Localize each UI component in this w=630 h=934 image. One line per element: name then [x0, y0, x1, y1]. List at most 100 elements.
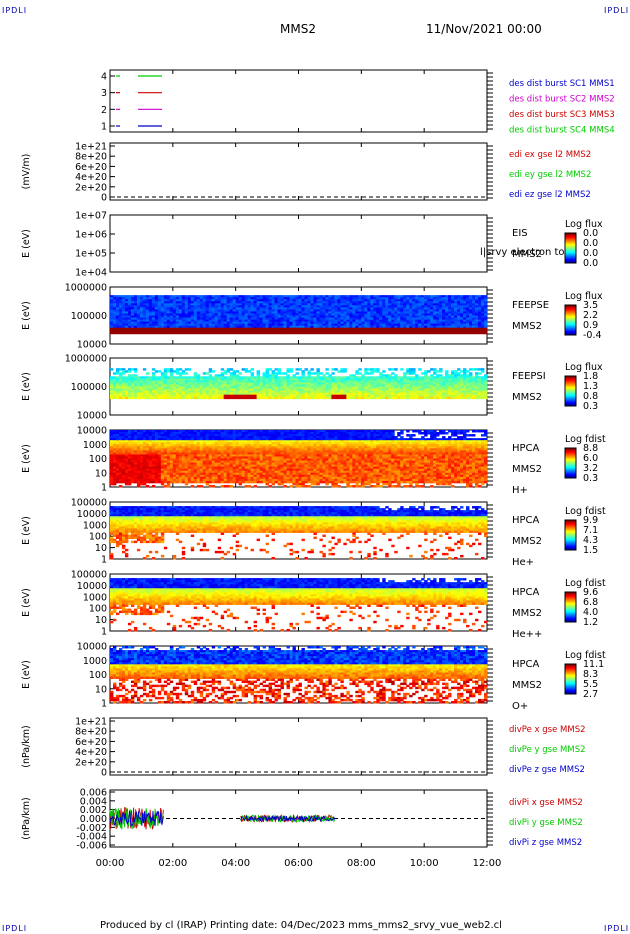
heatmap-cell-feepsi	[160, 388, 165, 391]
heatmap-cell-feepsi	[238, 388, 243, 391]
heatmap-cell-hpca_h	[127, 456, 132, 459]
heatmap-cell-feepsi	[370, 386, 374, 389]
heatmap-cell-feepse	[478, 323, 482, 327]
heatmap-cell-hpca_h	[112, 432, 117, 435]
heatmap-cell-feepse	[292, 305, 296, 308]
heatmap-cell-feepsi	[394, 390, 398, 394]
heatmap-cell-hpca_h	[121, 478, 126, 482]
heatmap-cell-feepse	[319, 317, 323, 320]
heatmap-cell-feepse	[250, 319, 255, 323]
heatmap-cell-feepsi	[388, 376, 392, 379]
heatmap-cell-feepsi	[247, 388, 252, 391]
heatmap-cell-feepse	[244, 299, 249, 302]
heatmap-cell-feepse	[166, 315, 171, 318]
heatmap-cell-feepse	[265, 313, 269, 316]
heatmap-cell-feepsi	[157, 370, 162, 373]
heatmap-cell-feepsi	[139, 396, 144, 400]
heatmap-cell-feepse	[229, 297, 234, 300]
heatmap-cell-feepse	[214, 323, 219, 327]
heatmap-cell-feepse	[421, 297, 425, 300]
heatmap-cell-feepsi	[463, 372, 467, 375]
heatmap-cell-feepse	[421, 315, 425, 318]
heatmap-cell-feepsi	[256, 390, 261, 394]
heatmap-cell-feepse	[217, 321, 222, 325]
heatmap-cell-feepse	[118, 321, 123, 325]
heatmap-cell-feepsi	[412, 392, 416, 396]
heatmap-cell-feepse	[262, 313, 266, 316]
heatmap-cell-feepsi	[460, 396, 464, 400]
heatmap-cell-feepse	[283, 321, 287, 325]
heatmap-cell-feepse	[310, 321, 314, 325]
heatmap-cell-hpca_h	[139, 444, 144, 447]
heatmap-cell-feepse	[265, 315, 269, 318]
heatmap-cell-feepse	[208, 321, 213, 325]
heatmap-cell-feepse	[316, 327, 320, 331]
heatmap-cell-hpca_h	[121, 466, 126, 470]
heatmap-cell-feepse	[448, 317, 452, 320]
heatmap-cell-feepse	[427, 301, 431, 304]
heatmap-cell-feepsi	[286, 374, 290, 377]
colorbar-cell-feepsi	[565, 389, 576, 391]
heatmap-cell-hpca_h	[115, 460, 120, 463]
heatmap-cell-feepsi	[241, 384, 246, 387]
heatmap-cell-feepse	[190, 305, 195, 308]
heatmap-cell-feepse	[376, 315, 380, 318]
heatmap-cell-hpca_h	[148, 438, 153, 441]
heatmap-cell-feepse	[292, 315, 296, 318]
heatmap-cell-feepse	[274, 321, 278, 325]
heatmap-cell-feepsi	[364, 384, 368, 387]
heatmap-cell-feepse	[433, 323, 437, 327]
heatmap-cell-hpca_h	[127, 444, 132, 447]
heatmap-cell-feepse	[415, 327, 419, 331]
heatmap-cell-feepsi	[130, 396, 135, 400]
heatmap-cell-feepsi	[232, 376, 237, 379]
heatmap-cell-feepse	[253, 313, 258, 316]
heatmap-cell-feepsi	[421, 376, 425, 379]
heatmap-cell-feepse	[223, 329, 228, 333]
heatmap-cell-feepsi	[196, 392, 201, 396]
heatmap-cell-hpca_h	[169, 456, 174, 459]
heatmap-cell-feepsi	[163, 388, 168, 391]
heatmap-cell-feepse	[250, 313, 255, 316]
heatmap-cell-feepsi	[253, 384, 258, 387]
heatmap-cell-feepsi	[409, 380, 413, 383]
heatmap-cell-feepsi	[343, 380, 347, 383]
heatmap-cell-feepse	[466, 325, 470, 329]
heatmap-cell-feepsi	[448, 388, 452, 391]
heatmap-cell-feepse	[310, 307, 314, 310]
heatmap-cell-feepse	[376, 305, 380, 308]
heatmap-cell-feepsi	[364, 396, 368, 400]
heatmap-cell-feepsi	[391, 380, 395, 383]
heatmap-cell-feepsi	[373, 394, 377, 398]
heatmap-cell-hpca_h	[127, 464, 132, 468]
heatmap-cell-hpca_h	[127, 434, 132, 437]
colorbar-cell-hpca_h	[565, 473, 576, 475]
heatmap-cell-feepse	[271, 327, 275, 331]
heatmap-cell-feepse	[298, 315, 302, 318]
colorbar-tick-eis: 0.0	[583, 228, 598, 239]
colorbar-cell-eis	[565, 258, 576, 260]
heatmap-cell-feepse	[322, 325, 326, 329]
heatmap-cell-feepsi	[175, 380, 180, 383]
heatmap-cell-feepsi	[166, 368, 171, 371]
colorbar-cell-hpca_h	[565, 461, 576, 463]
y-tick-label-burst: 2	[101, 105, 107, 116]
heatmap-cell-feepse	[310, 311, 314, 314]
heatmap-cell-feepse	[442, 303, 446, 306]
heatmap-cell-feepse	[172, 323, 177, 327]
heatmap-cell-feepse	[316, 317, 320, 320]
heatmap-cell-feepsi	[292, 384, 296, 387]
heatmap-cell-feepse	[250, 301, 255, 304]
heatmap-cell-feepsi	[466, 396, 470, 400]
heatmap-cell-feepsi	[241, 394, 246, 398]
heatmap-cell-feepse	[235, 295, 240, 298]
heatmap-cell-feepsi	[340, 390, 344, 394]
heatmap-cell-feepse	[139, 323, 144, 327]
heatmap-cell-feepsi	[421, 378, 425, 381]
heatmap-cell-feepse	[223, 323, 228, 327]
heatmap-cell-feepsi	[445, 394, 449, 398]
heatmap-cell-hpca_h	[112, 478, 117, 482]
heatmap-cell-feepse	[406, 295, 410, 298]
heatmap-cell-feepse	[214, 313, 219, 316]
heatmap-cell-feepsi	[244, 368, 249, 371]
